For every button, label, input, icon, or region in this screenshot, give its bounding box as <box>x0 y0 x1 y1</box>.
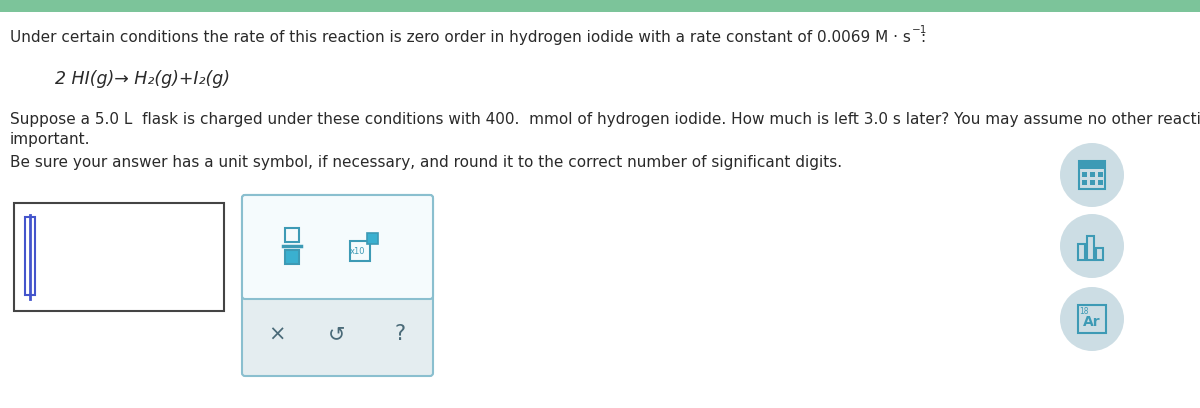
Circle shape <box>1060 287 1124 351</box>
Circle shape <box>1060 214 1124 278</box>
Text: 18: 18 <box>1079 306 1088 315</box>
Bar <box>286 228 299 242</box>
Circle shape <box>1060 143 1124 207</box>
Bar <box>1079 161 1105 189</box>
FancyBboxPatch shape <box>242 195 433 299</box>
Text: Be sure your answer has a unit symbol, if necessary, and round it to the correct: Be sure your answer has a unit symbol, i… <box>10 155 842 170</box>
Text: ↺: ↺ <box>329 324 346 344</box>
Bar <box>1082 180 1087 185</box>
Text: ×: × <box>269 324 286 344</box>
Text: Suppose a 5.0 L  flask is charged under these conditions with 400.  mmol of hydr: Suppose a 5.0 L flask is charged under t… <box>10 112 1200 127</box>
Text: x10: x10 <box>350 246 366 255</box>
Bar <box>1098 172 1103 177</box>
Bar <box>367 233 378 244</box>
Text: Under certain conditions the rate of this reaction is zero order in hydrogen iod: Under certain conditions the rate of thi… <box>10 30 911 45</box>
Bar <box>1090 180 1096 185</box>
Bar <box>286 250 299 264</box>
Bar <box>350 241 370 261</box>
Text: Ar: Ar <box>1084 315 1100 329</box>
Bar <box>14 203 224 311</box>
Bar <box>1082 172 1087 177</box>
Bar <box>25 217 35 295</box>
Bar <box>1098 180 1103 185</box>
Bar <box>1087 236 1094 260</box>
Text: −1: −1 <box>912 25 928 35</box>
Text: :: : <box>920 30 925 45</box>
Bar <box>1096 248 1103 260</box>
FancyBboxPatch shape <box>242 195 433 376</box>
Bar <box>1079 161 1105 169</box>
Bar <box>1090 172 1096 177</box>
Text: ?: ? <box>395 324 406 344</box>
Bar <box>1078 244 1085 260</box>
Text: 2 HI(g)→ H₂(g)+I₂(g): 2 HI(g)→ H₂(g)+I₂(g) <box>55 70 230 88</box>
Bar <box>1078 305 1106 333</box>
Text: important.: important. <box>10 132 90 147</box>
Bar <box>0 0 1200 12</box>
